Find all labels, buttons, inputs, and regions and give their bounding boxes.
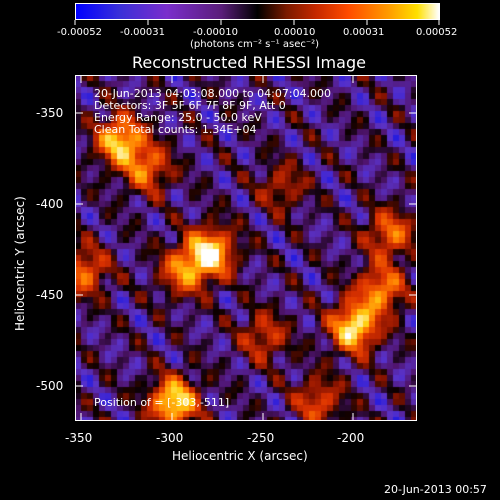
- x-axis-label: Heliocentric X (arcsec): [172, 449, 308, 463]
- plot-title: Reconstructed RHESSI Image: [132, 53, 366, 72]
- plot-frame: [75, 75, 417, 421]
- colorbar: [75, 3, 440, 20]
- colorbar-tick-label: -0.00010: [193, 27, 238, 38]
- x-tick-label: -250: [247, 431, 275, 445]
- x-tick-label: -300: [156, 431, 184, 445]
- colorbar-tick-label: 0.00052: [416, 27, 458, 38]
- y-tick-label: -450: [36, 288, 64, 302]
- info-clean-counts: Clean Total counts: 1.34E+04: [94, 123, 257, 136]
- info-detectors: Detectors: 3F 5F 6F 7F 8F 9F, Att 0: [94, 99, 286, 112]
- rhessi-heatmap: [75, 75, 417, 421]
- y-axis-label: Heliocentric Y (arcsec): [13, 196, 27, 331]
- x-tick-label: -200: [337, 431, 365, 445]
- colorbar-tick-label: -0.00052: [57, 27, 102, 38]
- colorbar-ticks: [74, 20, 440, 25]
- y-tick-label: -400: [36, 197, 64, 211]
- y-tick-label: -500: [36, 379, 64, 393]
- footer-timestamp: 20-Jun-2013 00:57: [384, 483, 487, 496]
- colorbar-tick-label: 0.00010: [274, 27, 316, 38]
- info-energy-range: Energy Range: 25.0 - 50.0 keV: [94, 111, 262, 124]
- x-tick-label: -350: [65, 431, 93, 445]
- info-time-range: 20-Jun-2013 04:03:08.000 to 04:07:04.000: [94, 87, 332, 100]
- colorbar-unit-label: (photons cm⁻² s⁻¹ asec⁻²): [190, 39, 320, 50]
- y-tick-label: -350: [36, 106, 64, 120]
- colorbar-tick-label: -0.00031: [120, 27, 165, 38]
- colorbar-tick-label: 0.00031: [343, 27, 385, 38]
- info-position: Position of = [-303,-511]: [94, 396, 230, 409]
